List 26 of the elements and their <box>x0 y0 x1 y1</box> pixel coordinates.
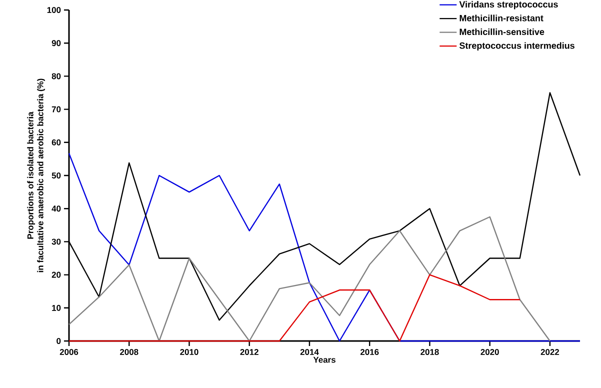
x-tick-label: 2010 <box>180 349 198 356</box>
legend-label: Viridans streptococcus <box>459 0 558 10</box>
y-tick-label: 30 <box>52 238 61 245</box>
y-tick-label: 60 <box>52 139 61 146</box>
legend-label: Streptococcus intermedius <box>459 42 574 51</box>
x-tick-label: 2016 <box>360 349 379 356</box>
y-tick-label: 20 <box>52 272 61 278</box>
legend-label: Methicillin-sensitive <box>460 28 544 36</box>
legend-label: Methicillin-resistant <box>460 14 544 22</box>
y-axis-title: Proportions of isolated bacteria in facultative anaerobic and aerobic bacteria (%) <box>27 78 45 272</box>
x-tick-label: 2014 <box>300 349 319 356</box>
x-tick-label: 2008 <box>120 349 138 356</box>
x-axis-title: Years <box>313 356 336 363</box>
x-tick-label: 2012 <box>240 349 258 356</box>
y-tick-label: 10 <box>52 304 61 311</box>
y-tick-label: 100 <box>47 7 61 13</box>
y-tick-label: 0 <box>56 338 61 344</box>
x-tick-label: 2020 <box>480 349 499 356</box>
x-tick-label: 2022 <box>540 349 560 356</box>
x-tick-label: 2006 <box>60 349 78 356</box>
x-tick-label: 2018 <box>420 349 439 356</box>
y-tick-label: 90 <box>52 40 61 46</box>
y-tick-label: 70 <box>52 106 61 112</box>
y-tick-label: 80 <box>52 73 61 80</box>
y-tick-label: 40 <box>52 206 61 212</box>
y-tick-label: 50 <box>52 172 61 178</box>
